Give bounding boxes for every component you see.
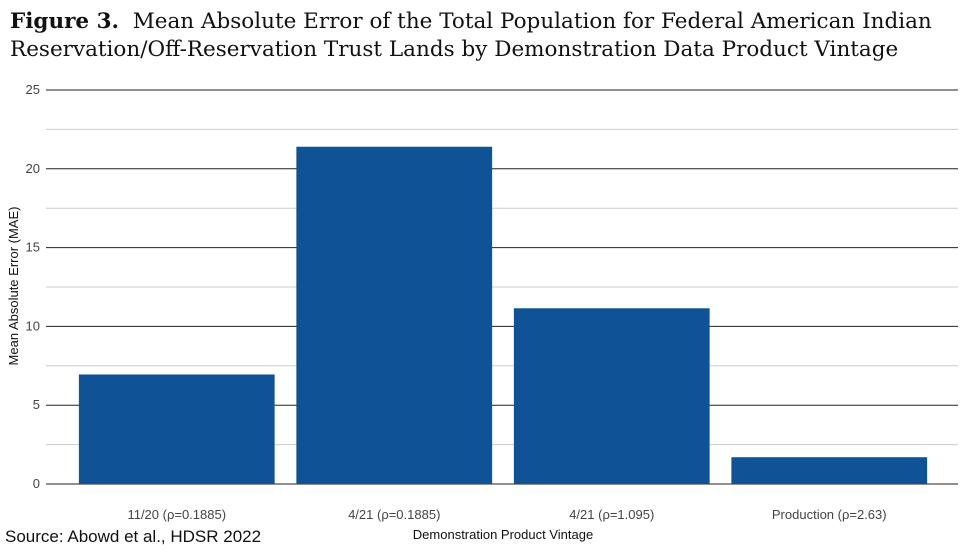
x-tick-label: 11/20 (ρ=0.1885) bbox=[127, 507, 226, 522]
y-tick-label: 15 bbox=[26, 240, 40, 255]
x-tick-labels: 11/20 (ρ=0.1885) 4/21 (ρ=0.1885) 4/21 (ρ=1… bbox=[127, 507, 886, 522]
y-axis-label: Mean Absolute Error (MAE) bbox=[6, 207, 21, 366]
x-tick-label: 4/21 (ρ=1.095) bbox=[569, 507, 654, 522]
bar bbox=[513, 308, 710, 484]
bars bbox=[78, 146, 928, 484]
figure-label: Figure 3. bbox=[10, 9, 120, 34]
source-note: Source: Abowd et al., HDSR 2022 bbox=[5, 527, 262, 546]
y-tick-label: 20 bbox=[26, 161, 40, 176]
bar bbox=[731, 457, 928, 484]
grid-lines bbox=[46, 89, 958, 485]
y-tick-labels: 0 5 10 15 20 25 bbox=[26, 82, 40, 491]
figure-title: Figure 3. Mean Absolute Error of the Tot… bbox=[10, 8, 960, 64]
y-tick-label: 5 bbox=[33, 397, 40, 412]
x-tick-label: Production (ρ=2.63) bbox=[772, 507, 887, 522]
x-axis-label: Demonstration Product Vintage bbox=[413, 527, 593, 542]
y-tick-label: 10 bbox=[26, 318, 40, 333]
x-tick-label: 4/21 (ρ=0.1885) bbox=[348, 507, 440, 522]
title-line-2: Reservation/Off-Reservation Trust Lands … bbox=[10, 37, 899, 62]
bar bbox=[296, 146, 493, 484]
title-line-1: Mean Absolute Error of the Total Populat… bbox=[132, 9, 932, 34]
y-tick-label: 25 bbox=[26, 82, 40, 97]
y-tick-label: 0 bbox=[33, 476, 40, 491]
bar bbox=[78, 374, 275, 484]
